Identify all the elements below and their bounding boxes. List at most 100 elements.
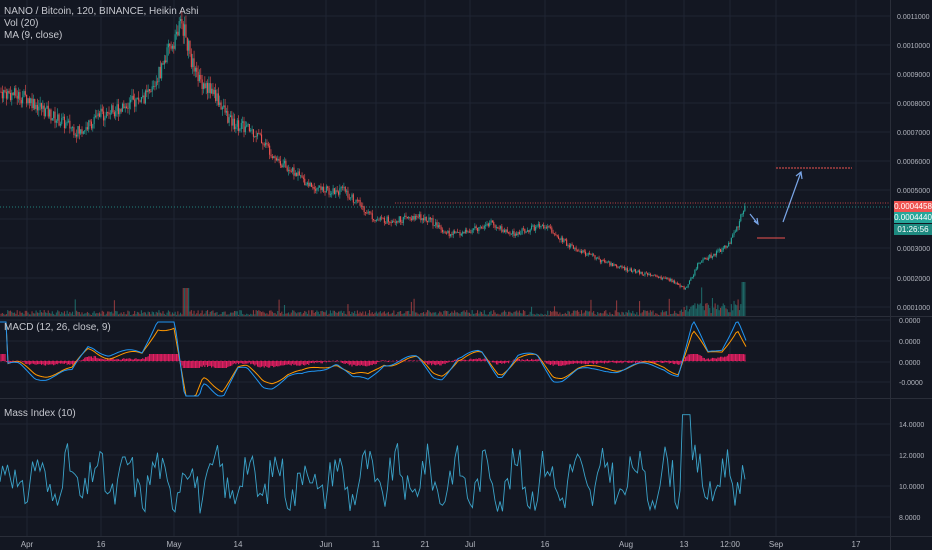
candle-body — [355, 199, 357, 203]
volume-bar — [188, 288, 190, 316]
candle-body — [346, 190, 348, 192]
volume-bar — [251, 314, 253, 316]
time-tick-label: 13 — [680, 540, 689, 549]
candle-body — [72, 127, 74, 128]
volume-bar — [204, 313, 206, 316]
volume-bar — [529, 311, 531, 316]
drawing-annotations[interactable] — [0, 167, 890, 239]
macd-pane — [0, 321, 747, 397]
candle-body — [235, 126, 237, 130]
volume-bar — [499, 314, 502, 316]
candle-body — [151, 86, 153, 92]
macd-histogram-bar — [189, 361, 191, 368]
candle-body — [675, 282, 677, 284]
macd-histogram-bar — [504, 361, 506, 364]
macd-histogram-bar — [308, 361, 310, 365]
macd-histogram-bar — [505, 361, 507, 363]
candle-body — [456, 231, 458, 233]
macd-histogram-bar — [162, 354, 164, 361]
volume-bar — [219, 314, 221, 316]
macd-histogram-bar — [455, 359, 457, 361]
volume-bar — [738, 310, 740, 316]
volume-bar — [548, 314, 550, 316]
candle-body — [701, 261, 703, 263]
macd-histogram-bar — [370, 361, 372, 365]
volume-bar — [250, 313, 252, 316]
candle-body — [528, 230, 530, 233]
macd-histogram-bar — [32, 361, 34, 364]
candle-body — [170, 46, 172, 49]
volume-bar — [319, 314, 321, 316]
volume-bar — [471, 310, 473, 316]
volume-bar — [286, 313, 288, 316]
volume-bar — [475, 313, 477, 316]
volume-bar — [258, 310, 260, 316]
candle-body — [173, 45, 175, 49]
candle-body — [9, 92, 11, 101]
macd-histogram-bar — [539, 360, 541, 361]
volume-bar — [462, 311, 464, 316]
symbol-title[interactable]: NANO / Bitcoin, 120, BINANCE, Heikin Ash… — [4, 6, 199, 17]
candle-body — [412, 216, 414, 220]
mass-index-indicator-label[interactable]: Mass Index (10) — [4, 408, 76, 419]
macd-indicator-label[interactable]: MACD (12, 26, close, 9) — [4, 322, 111, 333]
candle-body — [323, 186, 325, 192]
macd-histogram-bar — [104, 359, 106, 361]
volume-bar — [132, 313, 134, 316]
volume-bar — [229, 312, 232, 316]
candle-body — [639, 270, 641, 274]
candle-body — [589, 253, 591, 254]
macd-histogram-bar — [524, 360, 526, 361]
volume-bar — [197, 310, 199, 316]
candle-body — [43, 105, 45, 117]
candle-body — [312, 186, 314, 188]
candle-body — [425, 216, 427, 221]
candle-body — [382, 217, 384, 219]
volume-bar — [653, 314, 655, 316]
candle-body — [539, 224, 541, 228]
volume-bar — [541, 314, 543, 316]
macd-line — [0, 321, 747, 397]
volume-indicator-label[interactable]: Vol (20) — [4, 18, 39, 29]
macd-histogram-bar — [529, 360, 531, 361]
candle-body — [578, 250, 580, 252]
macd-histogram-bar — [208, 361, 210, 367]
volume-bar — [564, 312, 566, 316]
candle-body — [181, 19, 183, 24]
candle-body — [571, 244, 573, 246]
volume-bar — [3, 313, 5, 316]
volume-bar — [103, 311, 105, 316]
macd-histogram-bar — [101, 358, 103, 361]
candle-body — [32, 99, 34, 109]
candle-body — [525, 231, 527, 233]
macd-histogram-bar — [298, 361, 300, 366]
candle-body — [18, 92, 20, 99]
candle-body — [548, 226, 550, 228]
volume-bar — [217, 314, 219, 316]
macd-histogram-bar — [239, 361, 241, 364]
candle-body — [350, 197, 352, 199]
macd-histogram-bar — [425, 361, 427, 363]
candle-body — [460, 233, 462, 236]
candle-body — [562, 237, 564, 243]
candle-body — [490, 220, 492, 223]
volume-bar — [211, 311, 213, 316]
macd-histogram-bar — [742, 354, 745, 361]
volume-bar — [576, 310, 578, 316]
volume-bar — [393, 310, 395, 316]
candle-body — [285, 160, 287, 168]
ma-indicator-label[interactable]: MA (9, close) — [4, 30, 63, 41]
candle-body — [645, 272, 647, 274]
volume-bar — [705, 303, 707, 316]
macd-histogram-bar — [733, 354, 735, 361]
macd-histogram-bar — [121, 358, 124, 361]
candle-body — [513, 231, 515, 236]
macd-histogram-bar — [155, 354, 157, 361]
volume-bar — [171, 312, 173, 316]
volume-bar — [20, 312, 22, 316]
candle-body — [188, 40, 190, 51]
macd-histogram-bar — [215, 361, 217, 368]
candle-body — [13, 88, 16, 96]
